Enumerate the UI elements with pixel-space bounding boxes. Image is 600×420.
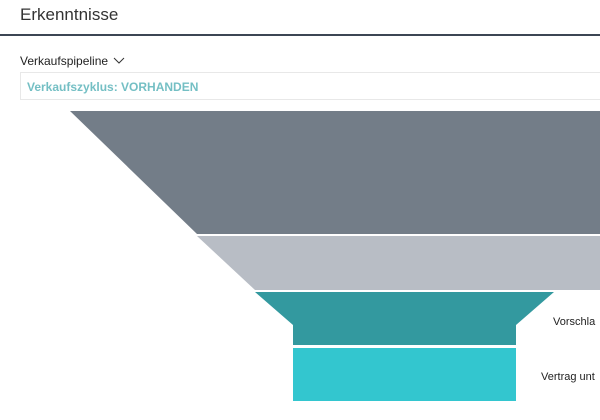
filter-bar[interactable]: Verkaufszyklus: VORHANDEN <box>20 72 600 100</box>
insights-header: Erkenntnisse <box>0 0 600 36</box>
funnel-stage-4-label: Vertrag unt <box>541 371 595 383</box>
funnel-stage-2[interactable] <box>197 236 600 290</box>
funnel-stage-4[interactable] <box>293 348 516 401</box>
page-title: Erkenntnisse <box>20 5 119 24</box>
sales-cycle-filter: Verkaufszyklus: VORHANDEN <box>27 80 199 94</box>
funnel-stage-3-label: Vorschla <box>553 316 596 328</box>
funnel-stage-3[interactable] <box>255 292 554 345</box>
chevron-down-icon <box>113 57 125 64</box>
funnel-stage-1[interactable] <box>70 111 600 234</box>
pipeline-dropdown-label: Verkaufspipeline <box>20 54 109 68</box>
pipeline-dropdown[interactable]: Verkaufspipeline <box>20 52 125 70</box>
